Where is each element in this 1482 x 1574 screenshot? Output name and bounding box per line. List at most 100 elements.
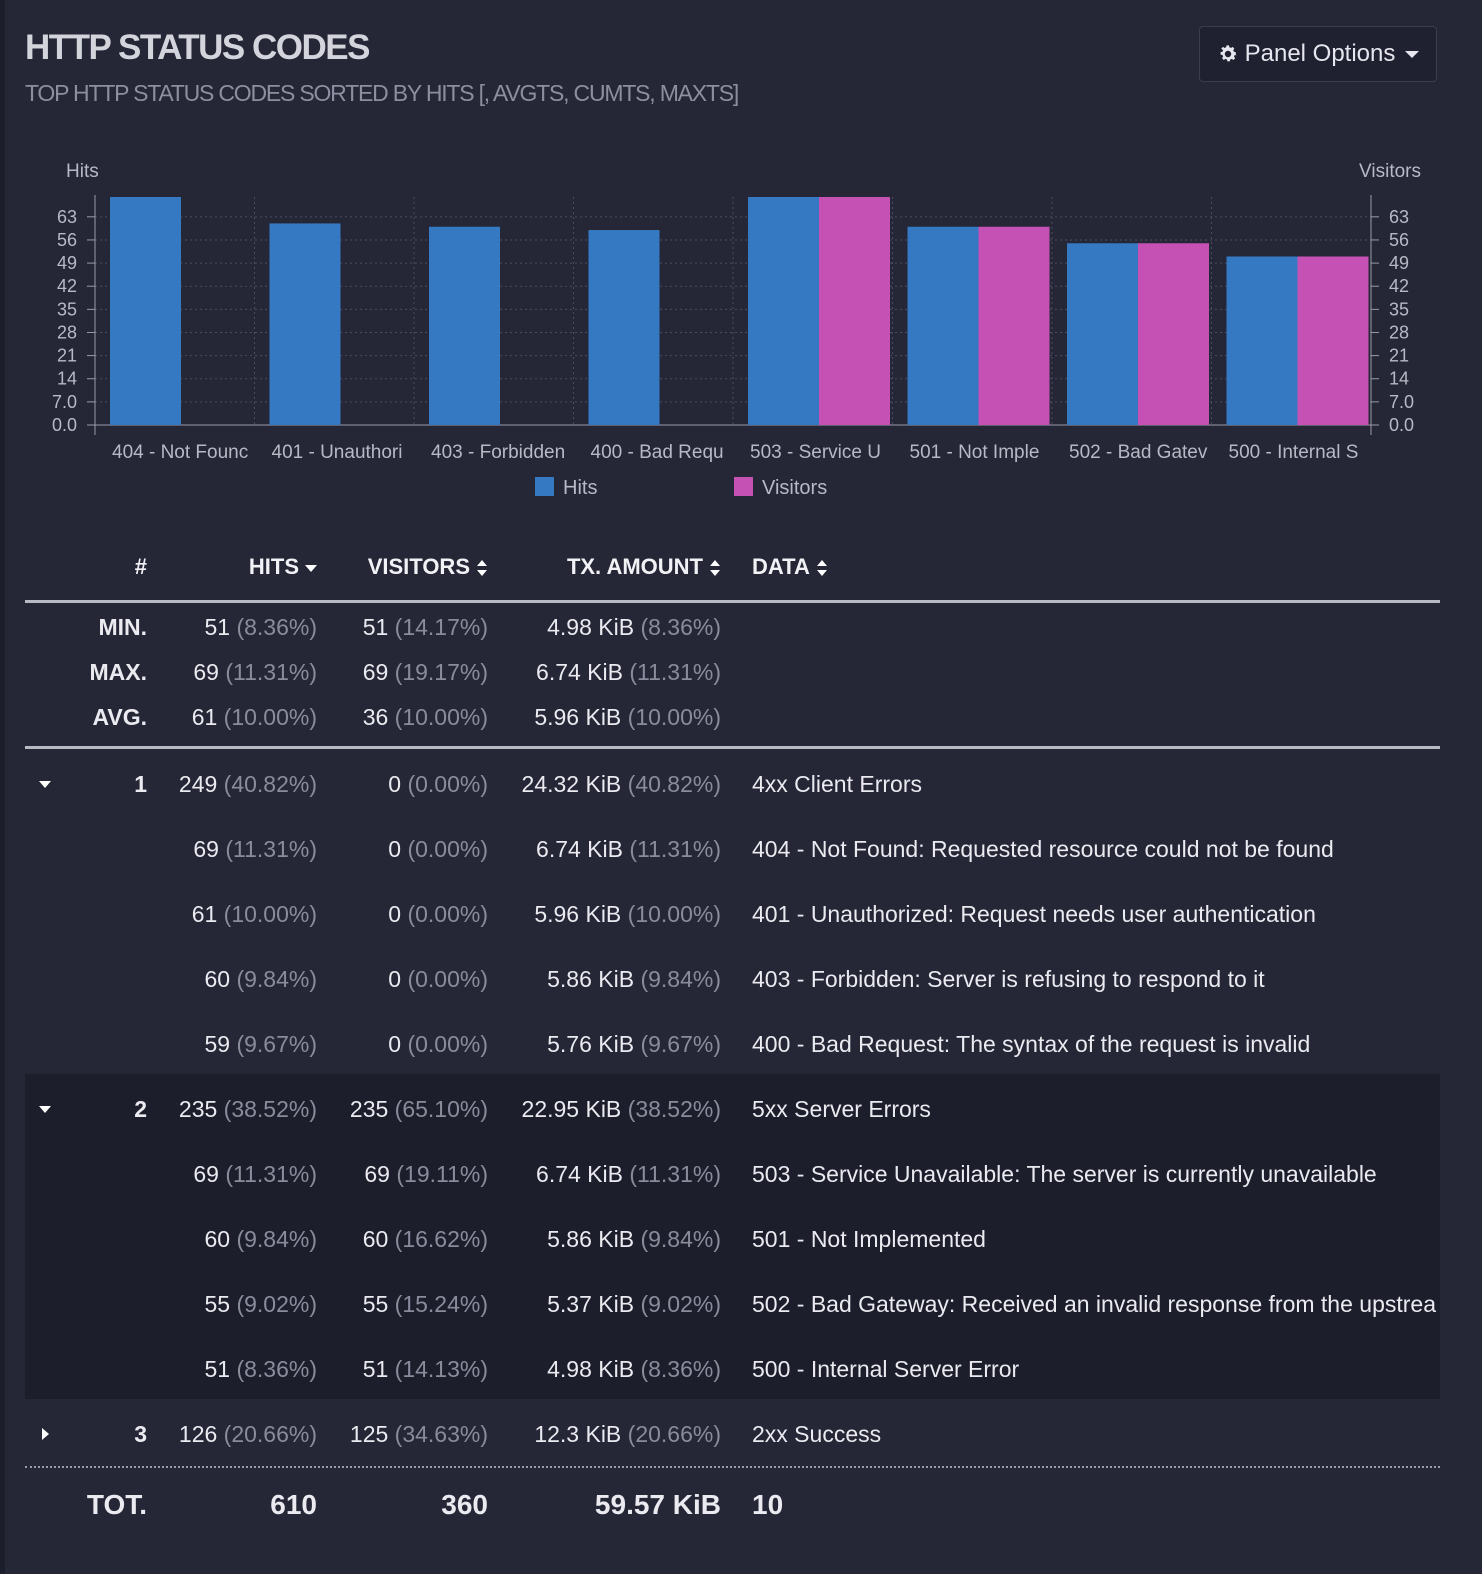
caret-right-icon[interactable]: [25, 1399, 65, 1469]
panel-options-label: Panel Options: [1244, 40, 1396, 67]
group-visitors: 0 (0.00%): [388, 771, 488, 797]
sort-icon: [816, 560, 827, 577]
total-label: TOT.: [86, 1489, 147, 1520]
item-visitors: 51 (14.13%): [362, 1356, 488, 1382]
group-visitors: 125 (34.63%): [349, 1421, 488, 1447]
item-data: 403 - Forbidden: Server is refusing to r…: [752, 966, 1265, 992]
summary-hits-percent: (8.36%): [236, 614, 317, 640]
group-hits: 249 (40.82%): [178, 771, 317, 797]
item-visitors: 0 (0.00%): [388, 966, 488, 992]
item-tx-amount: 5.37 KiB (9.02%): [547, 1291, 721, 1317]
x-tick-label: 404 - Not Founc: [112, 442, 248, 463]
group-data: 4xx Client Errors: [752, 771, 922, 797]
summary-tx-amount-percent: (10.00%): [627, 704, 721, 730]
total-data: 10: [752, 1489, 784, 1520]
item-data: 502 - Bad Gateway: Received an invalid r…: [752, 1291, 1436, 1317]
hits-bar: [269, 223, 341, 425]
item-visitors: 55 (15.24%): [362, 1291, 488, 1317]
group-data: 5xx Server Errors: [752, 1096, 931, 1122]
item-hits-percent: (11.31%): [225, 1161, 317, 1187]
item-data: 404 - Not Found: Requested resource coul…: [752, 836, 1334, 862]
item-data: 401 - Unauthorized: Request needs user a…: [752, 901, 1316, 927]
status-codes-table: # HITS VISITORS TX. AMOUNT DATA MIN. 51 (…: [25, 540, 1440, 1538]
item-hits-percent: (11.31%): [225, 836, 317, 862]
y-tick-label-right: 56: [1389, 230, 1409, 250]
item-tx-amount: 6.74 KiB (11.31%): [536, 1161, 721, 1187]
status-codes-bar-chart: Hits Visitors 0.0 0.0 7.0 7.0 14 14 21 21 28 28 35 35…: [52, 161, 1421, 499]
group-number: 3: [134, 1421, 147, 1447]
col-header-hits[interactable]: HITS: [155, 554, 317, 580]
group-hits-percent: (38.52%): [223, 1096, 317, 1122]
y-axis-right-title: Visitors: [1359, 161, 1421, 182]
col-header-num[interactable]: #: [134, 554, 147, 579]
item-tx-amount: 5.86 KiB (9.84%): [547, 1226, 721, 1252]
legend-visitors-label: Visitors: [762, 477, 827, 499]
hits-bar: [1226, 256, 1298, 425]
item-tx-amount-percent: (11.31%): [629, 1161, 721, 1187]
y-tick-label-left: 0.0: [52, 415, 77, 435]
group-row[interactable]: 2 235 (38.52%) 235 (65.10%) 22.95 KiB (38.5…: [25, 1074, 1440, 1139]
item-hits-percent: (9.67%): [236, 1031, 317, 1057]
x-tick-label: 401 - Unauthori: [272, 442, 403, 463]
item-visitors-percent: (14.13%): [394, 1356, 488, 1382]
y-tick-label-left: 56: [57, 230, 77, 250]
summary-hits-percent: (11.31%): [225, 659, 317, 685]
y-tick-label-left: 63: [57, 207, 77, 227]
group-number: 1: [134, 771, 147, 797]
group-visitors-percent: (34.63%): [394, 1421, 488, 1447]
item-visitors-percent: (16.62%): [394, 1226, 488, 1252]
summary-hits: 51 (8.36%): [204, 614, 317, 640]
summary-tx-amount-percent: (8.36%): [640, 614, 721, 640]
caret-down-icon[interactable]: [25, 1074, 65, 1144]
item-row[interactable]: 69 (11.31%) 0 (0.00%) 6.74 KiB (11.31%) 404…: [25, 814, 1440, 879]
hits-bar: [429, 226, 500, 425]
group-hits-percent: (20.66%): [223, 1421, 317, 1447]
item-row[interactable]: 69 (11.31%) 69 (19.11%) 6.74 KiB (11.31%) 5…: [25, 1139, 1440, 1204]
group-tx-amount: 22.95 KiB (38.52%): [521, 1096, 721, 1122]
legend-visitors-swatch: [734, 477, 753, 496]
item-row[interactable]: 60 (9.84%) 60 (16.62%) 5.86 KiB (9.84%) 501…: [25, 1204, 1440, 1269]
summary-label: MIN.: [98, 614, 147, 640]
total-divider: [25, 1466, 1440, 1468]
y-tick-label-left: 14: [57, 369, 77, 389]
group-data: 2xx Success: [752, 1421, 882, 1447]
group-visitors: 235 (65.10%): [349, 1096, 488, 1122]
group-row[interactable]: 3 126 (20.66%) 125 (34.63%) 12.3 KiB (20.66…: [25, 1399, 1440, 1464]
panel-title: HTTP STATUS CODES: [25, 28, 370, 67]
item-row[interactable]: 60 (9.84%) 0 (0.00%) 5.86 KiB (9.84%) 403 -…: [25, 944, 1440, 1009]
gear-icon: [1220, 45, 1237, 62]
hits-bar: [1067, 243, 1138, 425]
total-tx-amount: 59.57 KiB: [594, 1489, 721, 1520]
item-row[interactable]: 55 (9.02%) 55 (15.24%) 5.37 KiB (9.02%) 502…: [25, 1269, 1440, 1334]
summary-visitors: 51 (14.17%): [362, 614, 488, 640]
y-tick-label-right: 63: [1389, 207, 1409, 227]
item-tx-amount: 5.76 KiB (9.67%): [547, 1031, 721, 1057]
summary-rows: MIN. 51 (8.36%) 51 (14.17%) 4.98 KiB (8.36%…: [25, 603, 1440, 746]
y-tick-label-left: 35: [57, 299, 77, 319]
legend-hits-swatch: [535, 477, 554, 496]
sort-icon: [477, 560, 487, 577]
item-row[interactable]: 61 (10.00%) 0 (0.00%) 5.96 KiB (10.00%) 401…: [25, 879, 1440, 944]
sort-icon: [710, 560, 720, 577]
y-tick-label-right: 49: [1389, 253, 1409, 273]
group-row[interactable]: 1 249 (40.82%) 0 (0.00%) 24.32 KiB (40.82%)…: [25, 749, 1440, 814]
item-tx-amount-percent: (9.02%): [640, 1291, 721, 1317]
group-tx-amount: 24.32 KiB (40.82%): [521, 771, 721, 797]
item-hits-percent: (10.00%): [223, 901, 317, 927]
y-tick-label-left: 49: [57, 253, 77, 273]
item-row[interactable]: 51 (8.36%) 51 (14.13%) 4.98 KiB (8.36%) 500…: [25, 1334, 1440, 1399]
item-data: 400 - Bad Request: The syntax of the req…: [752, 1031, 1311, 1057]
item-row[interactable]: 59 (9.67%) 0 (0.00%) 5.76 KiB (9.67%) 400 -…: [25, 1009, 1440, 1074]
visitors-bar: [1138, 243, 1209, 425]
item-hits: 69 (11.31%): [193, 1161, 317, 1187]
col-header-visitors[interactable]: VISITORS: [325, 554, 488, 580]
table-header: # HITS VISITORS TX. AMOUNT DATA: [25, 540, 1440, 600]
x-tick-label: 502 - Bad Gatev: [1069, 442, 1208, 463]
caret-down-icon[interactable]: [25, 749, 65, 819]
col-header-data[interactable]: DATA: [752, 554, 1440, 580]
item-visitors-percent: (0.00%): [407, 1031, 488, 1057]
panel-options-button[interactable]: Panel Options: [1199, 26, 1437, 82]
col-header-tx-amount[interactable]: TX. AMOUNT: [495, 554, 721, 580]
summary-row: AVG. 61 (10.00%) 36 (10.00%) 5.96 KiB (10.0…: [25, 695, 1440, 740]
x-tick-label: 503 - Service U: [750, 442, 881, 463]
